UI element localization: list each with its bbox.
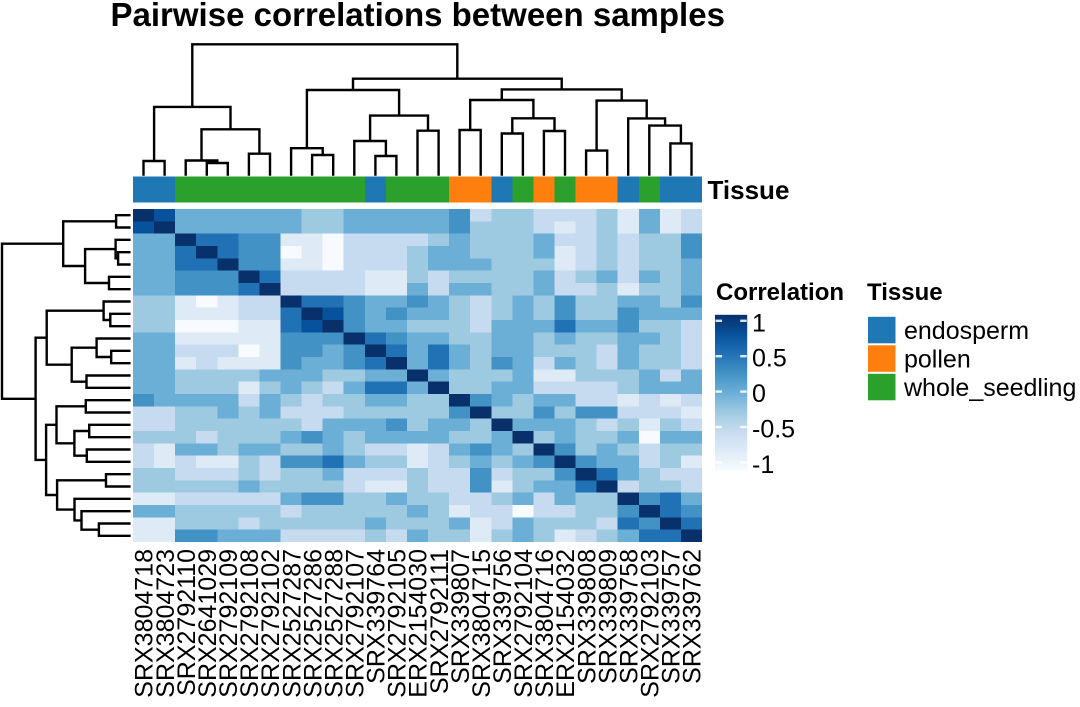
svg-text:pollen: pollen [904, 346, 971, 374]
svg-text:SRX2792109: SRX2792109 [215, 549, 243, 698]
svg-text:SRX2792102: SRX2792102 [257, 549, 285, 698]
svg-text:SRX2792110: SRX2792110 [173, 549, 201, 696]
svg-text:SRX2792107: SRX2792107 [342, 549, 370, 698]
svg-text:SRX2792103: SRX2792103 [637, 549, 665, 698]
svg-text:1: 1 [752, 309, 766, 337]
svg-text:SRX339762: SRX339762 [679, 549, 707, 684]
svg-text:Tissue: Tissue [867, 279, 943, 306]
svg-text:SRX2527287: SRX2527287 [278, 549, 306, 698]
svg-text:whole_seedling: whole_seedling [903, 374, 1076, 402]
svg-text:ERX2154030: ERX2154030 [405, 549, 433, 698]
svg-text:SRX339764: SRX339764 [363, 549, 391, 684]
svg-text:SRX2527286: SRX2527286 [299, 549, 327, 698]
svg-text:SRX339757: SRX339757 [658, 549, 686, 684]
svg-text:SRX3804715: SRX3804715 [468, 549, 496, 698]
svg-text:SRX2792111: SRX2792111 [426, 549, 454, 694]
svg-text:SRX339756: SRX339756 [489, 549, 517, 684]
svg-text:SRX2792104: SRX2792104 [510, 549, 538, 698]
svg-text:-1: -1 [752, 451, 774, 479]
svg-text:endosperm: endosperm [904, 317, 1029, 345]
svg-text:Tissue: Tissue [708, 175, 790, 205]
svg-text:SRX3804718: SRX3804718 [131, 549, 159, 698]
svg-text:SRX2792108: SRX2792108 [236, 549, 264, 698]
svg-text:SRX339808: SRX339808 [573, 549, 601, 684]
svg-text:Pairwise correlations between: Pairwise correlations between samples [111, 0, 725, 33]
svg-text:ERX2154032: ERX2154032 [552, 549, 580, 698]
svg-text:SRX3804716: SRX3804716 [531, 549, 559, 698]
svg-text:0: 0 [752, 380, 766, 408]
svg-text:SRX339807: SRX339807 [447, 549, 475, 684]
svg-text:Correlation: Correlation [716, 279, 844, 306]
svg-text:0.5: 0.5 [752, 345, 787, 373]
svg-text:SRX2527288: SRX2527288 [320, 549, 348, 698]
svg-text:SRX339809: SRX339809 [594, 549, 622, 684]
svg-text:SRX2792105: SRX2792105 [384, 549, 412, 698]
svg-text:SRX339758: SRX339758 [615, 549, 643, 684]
svg-text:SRX3804723: SRX3804723 [152, 549, 180, 698]
svg-text:SRX2641029: SRX2641029 [194, 549, 222, 698]
svg-text:-0.5: -0.5 [752, 416, 795, 444]
